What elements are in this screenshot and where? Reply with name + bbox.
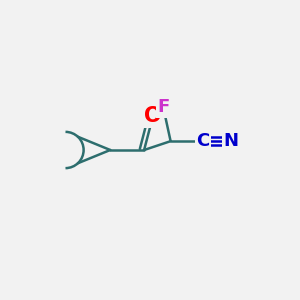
Text: N: N (224, 132, 238, 150)
Text: C: C (196, 132, 210, 150)
Text: O: O (144, 106, 162, 126)
Text: F: F (157, 98, 170, 116)
